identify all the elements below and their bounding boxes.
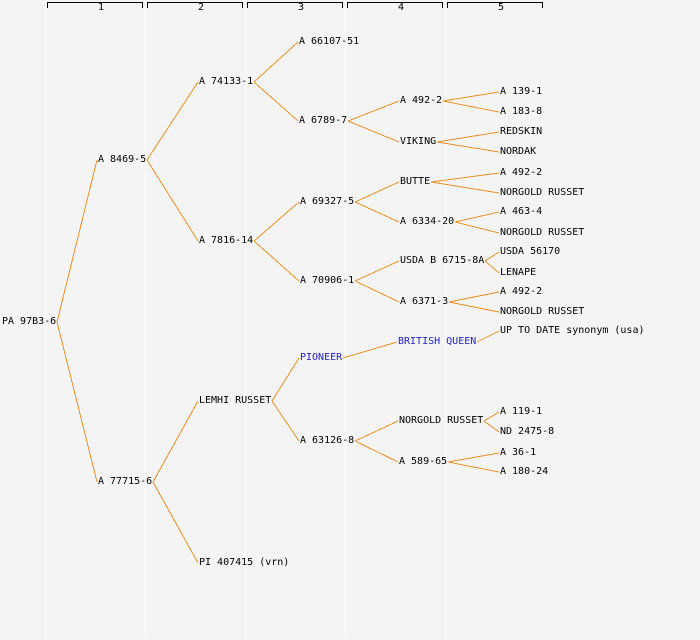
pedigree-edge <box>342 341 398 359</box>
pedigree-edge <box>152 400 199 483</box>
node-nd-2475-8[interactable]: ND 2475-8 <box>500 426 555 437</box>
pedigree-edge <box>253 201 300 242</box>
node-a-492-2[interactable]: A 492-2 <box>400 95 443 106</box>
pedigree-edge <box>146 159 199 242</box>
node-up-to-date-synonym-usa[interactable]: UP TO DATE synonym (usa) <box>500 325 645 336</box>
pedigree-edge <box>483 420 500 433</box>
pedigree-edge <box>454 221 500 234</box>
node-a-6371-3[interactable]: A 6371-3 <box>400 296 449 307</box>
pedigree-edge <box>454 211 500 223</box>
pedigree-edge <box>442 100 500 113</box>
pedigree-edge <box>354 440 399 463</box>
node-a-6334-20[interactable]: A 6334-20 <box>400 216 455 227</box>
node-a-63126-8[interactable]: A 63126-8 <box>300 435 355 446</box>
node-lemhi-russet[interactable]: LEMHI RUSSET <box>199 395 272 406</box>
node-a-7816-14[interactable]: A 7816-14 <box>199 235 254 246</box>
pedigree-edge <box>447 452 500 463</box>
node-redskin[interactable]: REDSKIN <box>500 126 543 137</box>
node-norgold-russet[interactable]: NORGOLD RUSSET <box>500 187 585 198</box>
node-a-492-2[interactable]: A 492-2 <box>500 286 543 297</box>
column-bracket <box>347 2 443 8</box>
pedigree-edge <box>436 131 500 143</box>
pedigree-edge <box>484 251 500 262</box>
pedigree-edge <box>448 301 500 313</box>
node-a-70906-1[interactable]: A 70906-1 <box>300 275 355 286</box>
pedigree-edge <box>253 240 300 282</box>
pedigree-edge <box>152 481 199 564</box>
pedigree-edge <box>271 400 300 442</box>
pedigree-edge <box>354 420 399 442</box>
column-bracket <box>147 2 243 8</box>
node-a-6789-7[interactable]: A 6789-7 <box>299 115 348 126</box>
node-norgold-russet[interactable]: NORGOLD RUSSET <box>399 415 484 426</box>
node-a-8469-5[interactable]: A 8469-5 <box>98 154 147 165</box>
node-a-74133-1[interactable]: A 74133-1 <box>199 76 254 87</box>
pedigree-edge <box>484 260 500 274</box>
node-norgold-russet[interactable]: NORGOLD RUSSET <box>500 227 585 238</box>
node-a-492-2[interactable]: A 492-2 <box>500 167 543 178</box>
pedigree-edge <box>436 141 500 153</box>
node-a-589-65[interactable]: A 589-65 <box>399 456 448 467</box>
node-norgold-russet[interactable]: NORGOLD RUSSET <box>500 306 585 317</box>
node-lenape[interactable]: LENAPE <box>500 267 537 278</box>
pedigree-edge <box>354 260 400 282</box>
pedigree-edge <box>447 461 500 473</box>
node-pa-97b3-6[interactable]: PA 97B3-6 <box>2 316 57 327</box>
node-a-463-4[interactable]: A 463-4 <box>500 206 543 217</box>
pedigree-edge <box>430 172 500 183</box>
column-bracket <box>47 2 143 8</box>
column-bracket <box>247 2 343 8</box>
pedigree-edge <box>253 41 299 83</box>
pedigree-edge <box>442 91 500 102</box>
pedigree-edge <box>56 159 98 323</box>
pedigree-edge <box>347 100 400 122</box>
pedigree-edge <box>430 181 500 194</box>
node-a-180-24[interactable]: A 180-24 <box>500 466 549 477</box>
pedigree-edge <box>347 120 400 143</box>
pedigree-edge <box>354 181 400 203</box>
node-butte[interactable]: BUTTE <box>400 176 431 187</box>
node-pioneer[interactable]: PIONEER <box>300 352 343 363</box>
node-a-183-8[interactable]: A 183-8 <box>500 106 543 117</box>
pedigree-edge <box>483 411 500 422</box>
node-nordak[interactable]: NORDAK <box>500 146 537 157</box>
pedigree-edge <box>354 280 400 303</box>
pedigree-edge <box>448 291 500 303</box>
node-viking[interactable]: VIKING <box>400 136 437 147</box>
node-a-139-1[interactable]: A 139-1 <box>500 86 543 97</box>
node-pi-407415-vrn[interactable]: PI 407415 (vrn) <box>199 557 290 568</box>
node-a-66107-51[interactable]: A 66107-51 <box>299 36 360 47</box>
pedigree-edge <box>56 321 98 483</box>
node-usda-b-6715-8a[interactable]: USDA B 6715-8A <box>400 255 485 266</box>
node-british-queen[interactable]: BRITISH QUEEN <box>398 336 477 347</box>
pedigree-edge <box>354 201 400 223</box>
node-a-77715-6[interactable]: A 77715-6 <box>98 476 153 487</box>
node-a-69327-5[interactable]: A 69327-5 <box>300 196 355 207</box>
pedigree-edge <box>146 81 199 161</box>
pedigree-edge <box>253 81 299 122</box>
pedigree-edge <box>271 357 300 402</box>
node-a-119-1[interactable]: A 119-1 <box>500 406 543 417</box>
node-a-36-1[interactable]: A 36-1 <box>500 447 537 458</box>
pedigree-edge <box>476 330 500 343</box>
node-usda-56170[interactable]: USDA 56170 <box>500 246 561 257</box>
column-bracket <box>447 2 543 8</box>
